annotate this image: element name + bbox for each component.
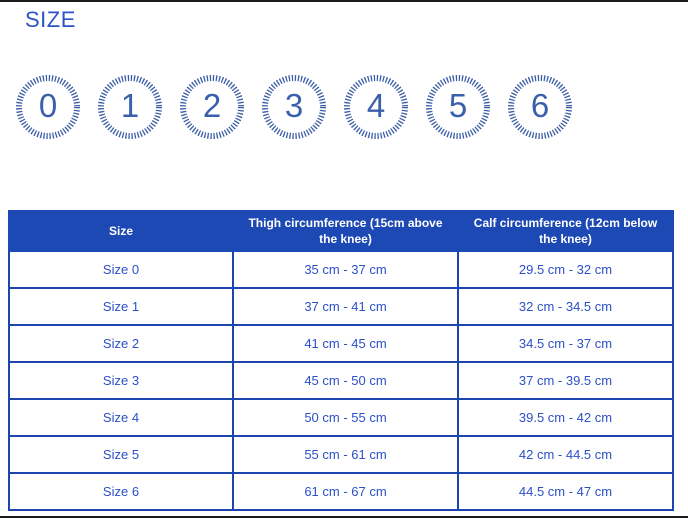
cell-thigh: 37 cm - 41 cm <box>232 287 459 326</box>
table-header-row: Size Thigh circumference (15cm above the… <box>8 210 674 252</box>
cell-calf: 34.5 cm - 37 cm <box>457 324 674 363</box>
tick-ring-icon <box>508 75 572 139</box>
table-row: Size 4 50 cm - 55 cm 39.5 cm - 42 cm <box>8 398 674 437</box>
col-header-size: Size <box>8 210 234 252</box>
size-chart: Size Thigh circumference (15cm above the… <box>8 210 674 511</box>
cell-size: Size 6 <box>8 472 234 511</box>
table-row: Size 0 35 cm - 37 cm 29.5 cm - 32 cm <box>8 250 674 289</box>
size-option-0[interactable]: 0 <box>14 73 82 141</box>
size-option-label: 2 <box>202 87 222 124</box>
size-option-label: 1 <box>120 87 140 124</box>
size-selector: 0 1 2 3 4 5 6 <box>14 73 574 141</box>
tick-ring-icon <box>262 75 326 139</box>
cell-size: Size 0 <box>8 250 234 289</box>
table-row: Size 6 61 cm - 67 cm 44.5 cm - 47 cm <box>8 472 674 511</box>
cell-size: Size 2 <box>8 324 234 363</box>
table-row: Size 2 41 cm - 45 cm 34.5 cm - 37 cm <box>8 324 674 363</box>
size-chart-table: Size Thigh circumference (15cm above the… <box>8 210 674 511</box>
table-row: Size 5 55 cm - 61 cm 42 cm - 44.5 cm <box>8 435 674 474</box>
size-option-4[interactable]: 4 <box>342 73 410 141</box>
cell-calf: 29.5 cm - 32 cm <box>457 250 674 289</box>
cell-thigh: 35 cm - 37 cm <box>232 250 459 289</box>
tick-ring-icon <box>16 75 80 139</box>
cell-thigh: 61 cm - 67 cm <box>232 472 459 511</box>
cell-size: Size 1 <box>8 287 234 326</box>
cell-calf: 42 cm - 44.5 cm <box>457 435 674 474</box>
cell-size: Size 5 <box>8 435 234 474</box>
cell-size: Size 3 <box>8 361 234 400</box>
cell-calf: 37 cm - 39.5 cm <box>457 361 674 400</box>
size-option-label: 4 <box>366 87 386 124</box>
cell-thigh: 41 cm - 45 cm <box>232 324 459 363</box>
tick-ring-icon <box>98 75 162 139</box>
tick-ring-icon <box>426 75 490 139</box>
size-option-label: 0 <box>38 87 58 124</box>
size-option-label: 3 <box>284 87 304 124</box>
tick-ring-icon <box>344 75 408 139</box>
size-option-2[interactable]: 2 <box>178 73 246 141</box>
cell-thigh: 55 cm - 61 cm <box>232 435 459 474</box>
cell-thigh: 50 cm - 55 cm <box>232 398 459 437</box>
cell-calf: 32 cm - 34.5 cm <box>457 287 674 326</box>
page-title: SIZE <box>25 7 76 32</box>
size-option-3[interactable]: 3 <box>260 73 328 141</box>
col-header-calf: Calf circumference (12cm below the knee) <box>457 210 674 252</box>
cell-thigh: 45 cm - 50 cm <box>232 361 459 400</box>
size-option-1[interactable]: 1 <box>96 73 164 141</box>
size-option-5[interactable]: 5 <box>424 73 492 141</box>
cell-calf: 39.5 cm - 42 cm <box>457 398 674 437</box>
cell-size: Size 4 <box>8 398 234 437</box>
col-header-thigh: Thigh circumference (15cm above the knee… <box>232 210 459 252</box>
table-row: Size 1 37 cm - 41 cm 32 cm - 34.5 cm <box>8 287 674 326</box>
cell-calf: 44.5 cm - 47 cm <box>457 472 674 511</box>
size-option-6[interactable]: 6 <box>506 73 574 141</box>
size-option-label: 6 <box>530 87 550 124</box>
table-row: Size 3 45 cm - 50 cm 37 cm - 39.5 cm <box>8 361 674 400</box>
tick-ring-icon <box>180 75 244 139</box>
size-option-label: 5 <box>448 87 468 124</box>
